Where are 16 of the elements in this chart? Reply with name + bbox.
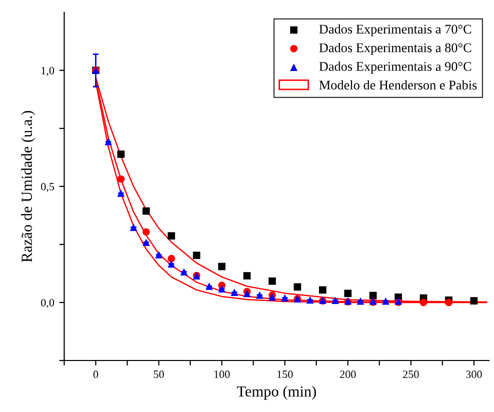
y-tick-label: 1,0 xyxy=(42,66,54,76)
x-tick-label: 200 xyxy=(340,370,356,378)
y-axis-title: Razão de Umidade (u.a.) xyxy=(21,110,36,262)
x-tick-label: 150 xyxy=(277,370,293,378)
legend-label: Dados Experimentais a 80°C xyxy=(319,42,472,55)
x-tick-label: 100 xyxy=(214,370,230,378)
x-axis-title: Tempo (min) xyxy=(236,386,316,400)
x-tick-label: 0 xyxy=(93,370,98,378)
legend-label: Dados Experimentais a 90°C xyxy=(319,62,472,74)
legend-label: Modelo de Henderson e Pabis xyxy=(319,80,477,90)
x-tick-label: 50 xyxy=(154,370,164,378)
y-tick-label: 0,5 xyxy=(41,182,54,192)
x-tick-label: 300 xyxy=(466,370,482,378)
y-tick-label: 0,0 xyxy=(41,298,54,308)
legend-label: Dados Experimentais a 70°C xyxy=(319,24,472,36)
x-tick-label: 250 xyxy=(403,370,419,378)
